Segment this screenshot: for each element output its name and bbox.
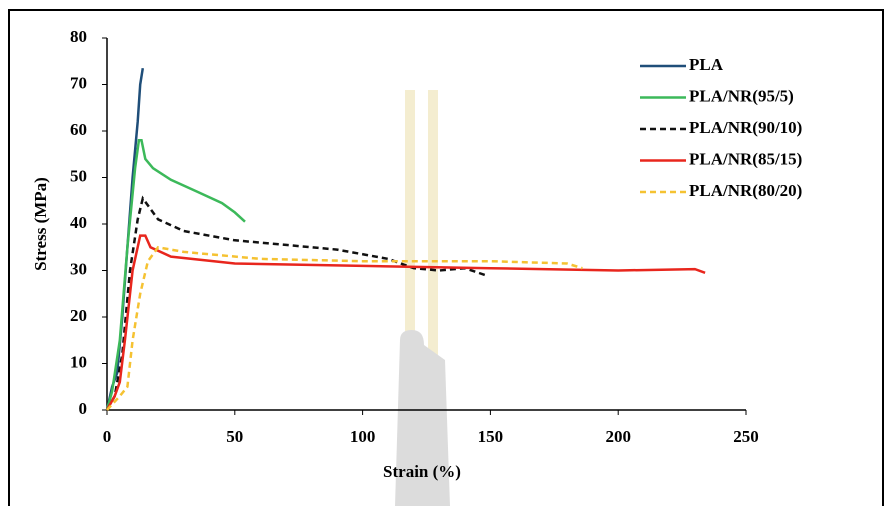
x-tick-label: 50 bbox=[226, 427, 243, 446]
x-tick-label: 0 bbox=[103, 427, 112, 446]
watermark bbox=[395, 90, 450, 506]
y-tick-label: 20 bbox=[70, 306, 87, 325]
y-tick-label: 70 bbox=[70, 73, 87, 92]
x-tick-label: 100 bbox=[350, 427, 376, 446]
y-tick-label: 60 bbox=[70, 120, 87, 139]
legend-label: PLA/NR(85/15) bbox=[689, 149, 802, 168]
x-tick-label: 200 bbox=[605, 427, 631, 446]
legend-label: PLA/NR(95/5) bbox=[689, 86, 794, 105]
legend-label: PLA/NR(90/10) bbox=[689, 118, 802, 137]
series-line bbox=[106, 245, 583, 411]
legend-label: PLA bbox=[689, 55, 724, 74]
x-tick-label: 250 bbox=[733, 427, 759, 446]
y-tick-label: 0 bbox=[79, 399, 88, 418]
y-axis-label: Stress (MPa) bbox=[31, 177, 50, 271]
frame bbox=[8, 9, 884, 506]
series-line bbox=[105, 195, 486, 411]
y-tick-label: 80 bbox=[70, 27, 87, 46]
y-tick-label: 10 bbox=[70, 352, 87, 371]
series-line bbox=[105, 234, 706, 411]
y-tick-label: 50 bbox=[70, 166, 87, 185]
series-line bbox=[105, 139, 246, 411]
x-axis-label: Strain (%) bbox=[383, 462, 461, 481]
y-tick-label: 30 bbox=[70, 259, 87, 278]
legend-label: PLA/NR(80/20) bbox=[689, 181, 802, 200]
x-tick-label: 150 bbox=[478, 427, 504, 446]
y-tick-label: 40 bbox=[70, 213, 87, 232]
